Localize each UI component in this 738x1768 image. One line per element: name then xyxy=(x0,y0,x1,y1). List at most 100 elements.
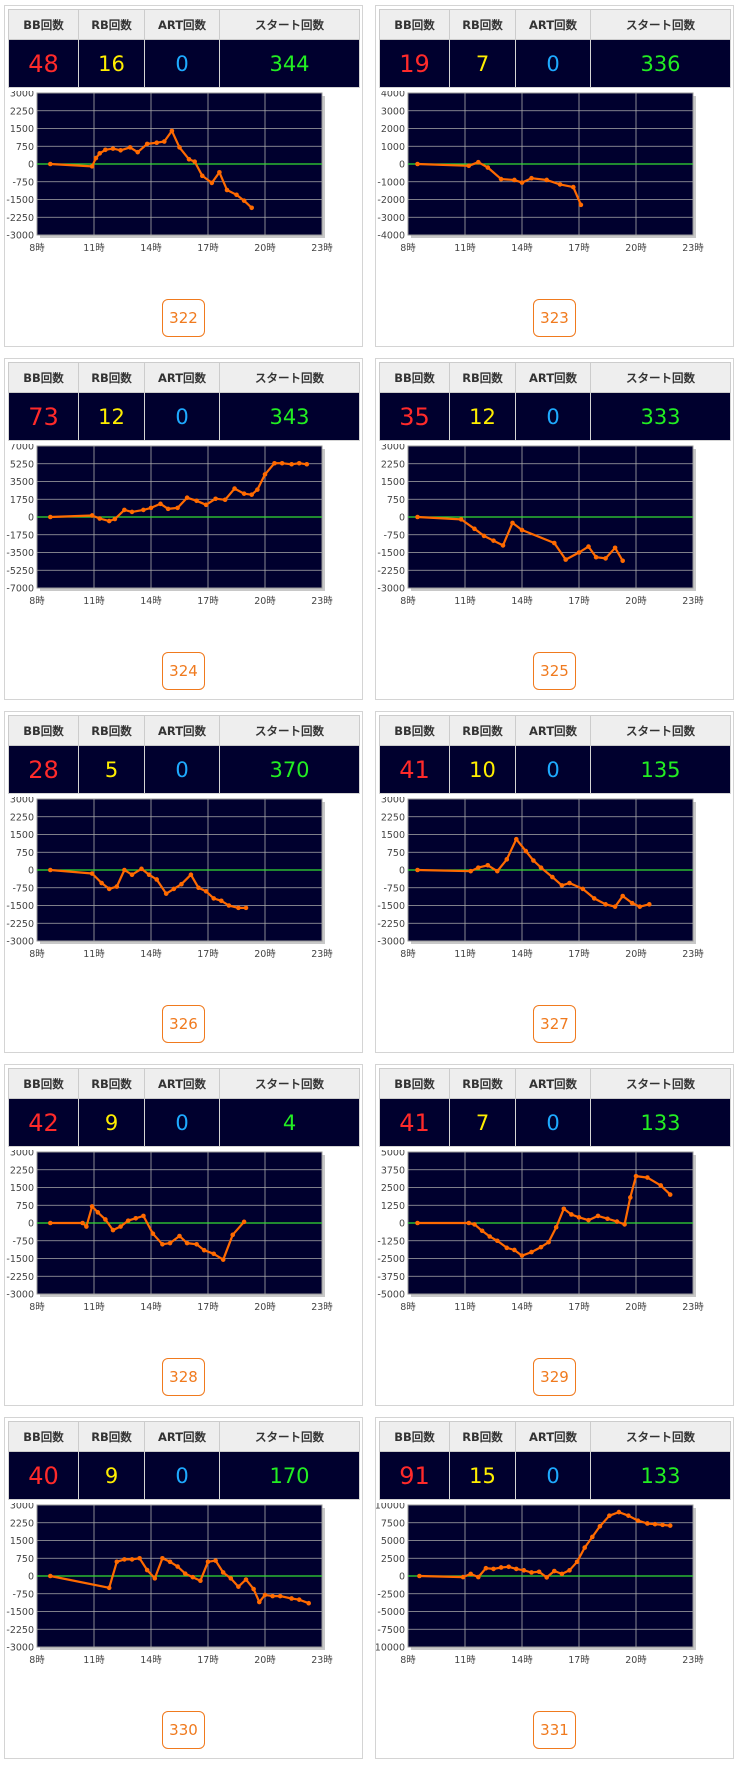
data-point xyxy=(103,147,108,153)
y-tick-label: 1500 xyxy=(10,830,34,841)
data-point xyxy=(546,1239,551,1245)
payout-chart: 10000 7500 5000 2500 0 -2500 -5000 -7500 -100008… xyxy=(376,1503,704,1666)
header-bb: BB回数 xyxy=(8,1068,79,1099)
rb-count: 5 xyxy=(78,745,145,794)
y-tick-label: 1500 xyxy=(10,1536,34,1547)
data-point xyxy=(139,866,144,872)
data-point xyxy=(476,1574,481,1580)
data-point xyxy=(306,1600,312,1606)
art-count: 0 xyxy=(515,392,591,441)
data-point xyxy=(563,557,568,562)
data-point xyxy=(506,1564,511,1570)
x-tick-label: 14時 xyxy=(140,243,162,254)
machine-number-button[interactable]: 329 xyxy=(533,1358,576,1396)
data-point xyxy=(190,1574,196,1580)
x-tick-label: 11時 xyxy=(83,596,105,607)
data-point xyxy=(289,461,294,467)
data-point xyxy=(129,509,135,515)
machine-card: BB回数 RB回数 ART回数 スタート回数 42 9 0 4 3000 2250… xyxy=(4,1064,363,1406)
stats-header-row: BB回数 RB回数 ART回数 スタート回数 xyxy=(8,362,360,393)
machine-number-button[interactable]: 331 xyxy=(533,1711,576,1749)
data-point xyxy=(80,1220,85,1226)
data-point xyxy=(171,886,177,892)
bb-count: 42 xyxy=(8,1098,79,1147)
x-tick-label: 17時 xyxy=(568,243,590,254)
start-count: 133 xyxy=(590,1451,731,1500)
data-point xyxy=(415,161,420,167)
start-count: 4 xyxy=(219,1098,360,1147)
data-point xyxy=(249,205,254,211)
y-tick-label: 7000 xyxy=(10,444,34,453)
machine-number-button[interactable]: 323 xyxy=(533,299,576,337)
data-point xyxy=(243,1577,249,1582)
start-count: 343 xyxy=(219,392,360,441)
data-point xyxy=(586,1217,591,1223)
data-point xyxy=(544,177,549,183)
machine-number-button[interactable]: 325 xyxy=(533,652,576,690)
x-tick-label: 17時 xyxy=(197,243,219,254)
y-tick-label: -3000 xyxy=(377,937,405,948)
data-point xyxy=(188,872,194,878)
machine-number-button[interactable]: 328 xyxy=(162,1358,205,1396)
x-tick-label: 23時 xyxy=(311,596,333,607)
data-point xyxy=(106,518,112,524)
data-point xyxy=(211,896,216,901)
data-point xyxy=(144,141,150,147)
data-point xyxy=(531,858,536,863)
bb-count: 91 xyxy=(379,1451,450,1500)
y-tick-label: -5250 xyxy=(6,566,34,577)
machine-number-button[interactable]: 324 xyxy=(162,652,205,690)
header-art: ART回数 xyxy=(144,362,220,393)
data-point xyxy=(129,872,135,878)
data-point xyxy=(521,1568,527,1573)
machine-number-button[interactable]: 330 xyxy=(162,1711,205,1749)
stats-value-row: 73 12 0 343 xyxy=(8,392,360,441)
start-count: 370 xyxy=(219,745,360,794)
data-point xyxy=(122,1557,127,1562)
y-tick-label: -2250 xyxy=(6,1625,34,1636)
data-point xyxy=(538,1244,544,1250)
y-tick-label: 1750 xyxy=(10,495,34,506)
data-point xyxy=(645,1175,650,1180)
x-tick-label: 20時 xyxy=(254,949,276,960)
data-point xyxy=(552,540,557,546)
y-tick-label: 0 xyxy=(399,160,405,171)
start-count: 333 xyxy=(590,392,731,441)
y-tick-label: -4000 xyxy=(377,231,405,242)
data-point xyxy=(103,1217,108,1222)
stats-table: BB回数 RB回数 ART回数 スタート回数 41 7 0 133 xyxy=(379,1068,731,1147)
header-rb: RB回数 xyxy=(78,1421,145,1452)
stats-header-row: BB回数 RB回数 ART回数 スタート回数 xyxy=(379,715,731,746)
y-tick-label: 0 xyxy=(28,513,34,524)
machine-number-button[interactable]: 322 xyxy=(162,299,205,337)
stats-table: BB回数 RB回数 ART回数 スタート回数 19 7 0 336 xyxy=(379,9,731,88)
data-point xyxy=(222,497,228,503)
data-point xyxy=(514,836,519,842)
y-tick-label: -750 xyxy=(383,883,405,894)
data-point xyxy=(483,1565,489,1571)
data-point xyxy=(129,1557,135,1562)
y-tick-label: 2250 xyxy=(10,812,34,823)
data-point xyxy=(487,1234,492,1239)
machine-card: BB回数 RB回数 ART回数 スタート回数 40 9 0 170 3000 22… xyxy=(4,1417,363,1759)
y-tick-label: 1500 xyxy=(10,124,34,135)
data-point xyxy=(466,163,472,169)
header-bb: BB回数 xyxy=(379,1068,450,1099)
data-point xyxy=(296,1597,302,1602)
rb-count: 16 xyxy=(78,39,145,88)
data-point xyxy=(48,514,53,520)
y-tick-label: 2500 xyxy=(381,1554,405,1565)
data-point xyxy=(262,472,268,477)
data-point xyxy=(510,520,515,526)
data-point xyxy=(182,1571,188,1576)
x-tick-label: 23時 xyxy=(311,1302,333,1313)
data-point xyxy=(629,900,635,906)
machine-number-button[interactable]: 326 xyxy=(162,1005,205,1043)
data-point xyxy=(500,543,506,548)
machine-number-button[interactable]: 327 xyxy=(533,1005,576,1043)
data-point xyxy=(645,1521,650,1526)
data-point xyxy=(99,880,104,886)
